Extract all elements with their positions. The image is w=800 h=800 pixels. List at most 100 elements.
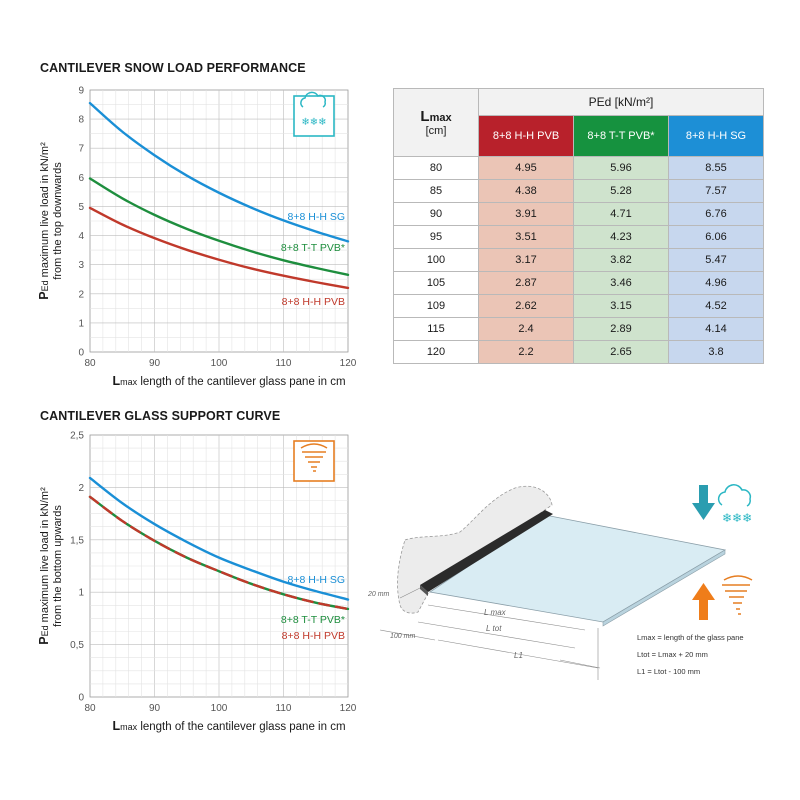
y-axis-label: PEd maximum live load in kN/m² from the t… <box>37 142 64 300</box>
length-cell: 95 <box>393 225 479 249</box>
y-tick-label: 5 <box>78 202 84 213</box>
x-tick-label: 80 <box>84 358 96 369</box>
cantilever-glass-diagram: 20 mm 100 mm L max L tot L1 ❄❄❄ Lmax = l… <box>367 484 753 680</box>
value-cell: 5.96 <box>573 156 669 180</box>
table-row: 85 4.38 5.28 7.57 <box>393 179 764 203</box>
tornado-shape <box>300 443 328 472</box>
x-tick-label: 90 <box>149 358 161 369</box>
y-tick-label: 0 <box>78 693 84 704</box>
arrow-down-icon <box>692 485 715 520</box>
series-label: 8+8 H-H SG <box>288 211 345 223</box>
x-axis-label-sub: max <box>120 377 138 387</box>
dimension-lines <box>379 587 601 680</box>
arrow-up-icon <box>692 583 715 620</box>
ped-group-header: PEd [kN/m²] <box>478 88 764 116</box>
glass-edge <box>602 549 726 627</box>
series-line-0 <box>88 476 350 601</box>
length-header: Lmax [cm] <box>393 88 479 157</box>
series-line-2 <box>88 206 350 290</box>
value-cell: 4.14 <box>668 317 764 341</box>
y-axis-label-rest: maximum live load in kN/m² <box>39 487 51 625</box>
y-axis-label: PEd maximum live load in kN/m² from the b… <box>37 487 64 645</box>
value-cell: 3.46 <box>573 271 669 295</box>
table-row: 95 3.51 4.23 6.06 <box>393 225 764 249</box>
lmax-label: L max <box>484 608 507 617</box>
col-header-hh-pvb: 8+8 H-H PVB <box>478 115 574 157</box>
dim-20mm-label: 20 mm <box>367 591 390 598</box>
length-cell: 105 <box>393 271 479 295</box>
length-cell: 120 <box>393 340 479 364</box>
length-cell: 100 <box>393 248 479 272</box>
snow-chart-title: CANTILEVER SNOW LOAD PERFORMANCE <box>40 61 306 75</box>
tornado-icon <box>293 440 335 482</box>
value-cell: 3.17 <box>478 248 574 272</box>
base-profile <box>420 510 553 592</box>
support-curve-chart: 80 90 100 110 120 0 0,5 1 1,5 2 2,5 8+8 H-H SG 8+8 T… <box>37 431 357 734</box>
value-cell: 4.23 <box>573 225 669 249</box>
y-tick-label: 6 <box>78 173 84 184</box>
icon-frame <box>293 95 335 137</box>
value-cell: 4.96 <box>668 271 764 295</box>
icon-frame <box>293 440 335 482</box>
table-row: 100 3.17 3.82 5.47 <box>393 248 764 272</box>
x-tick-label: 110 <box>276 703 292 714</box>
length-cell: 90 <box>393 202 479 226</box>
value-cell: 2.4 <box>478 317 574 341</box>
value-cell: 4.95 <box>478 156 574 180</box>
svg-text:❄❄❄: ❄❄❄ <box>722 511 752 525</box>
value-cell: 2.62 <box>478 294 574 318</box>
value-cell: 4.71 <box>573 202 669 226</box>
y-axis-label-rest: maximum live load in kN/m² <box>39 142 51 280</box>
value-cell: 4.52 <box>668 294 764 318</box>
base-profile-top <box>420 585 428 596</box>
value-cell: 2.2 <box>478 340 574 364</box>
value-cell: 2.65 <box>573 340 669 364</box>
x-tick-label: 110 <box>276 358 292 369</box>
y-tick-label: 8 <box>78 115 84 126</box>
y-axis-label-line1: PEd maximum live load in kN/m² <box>37 487 51 645</box>
x-tick-label: 120 <box>340 358 357 369</box>
y-tick-label: 2 <box>78 289 84 300</box>
support-chart-title: CANTILEVER GLASS SUPPORT CURVE <box>40 409 281 423</box>
y-tick-label: 9 <box>78 86 84 97</box>
y-tick-label: 2 <box>78 483 84 494</box>
length-header-main: L <box>420 108 430 125</box>
y-axis-label-main: P <box>37 291 51 299</box>
series-label: 8+8 H-H SG <box>288 574 345 586</box>
y-axis-label-line2: from the bottom upwards <box>52 505 64 627</box>
grid-lines <box>90 90 348 352</box>
length-cell: 109 <box>393 294 479 318</box>
x-axis-label-rest: length of the cantilever glass pane in c… <box>137 376 345 388</box>
table-row: 109 2.62 3.15 4.52 <box>393 294 764 318</box>
x-tick-label: 90 <box>149 703 161 714</box>
snowflakes: ❄❄❄ <box>301 117 326 128</box>
length-cell: 85 <box>393 179 479 203</box>
tornado-icon <box>722 575 753 615</box>
y-tick-label: 1,5 <box>70 535 84 546</box>
cloud-shape <box>300 91 326 108</box>
col-header-tt-pvb: 8+8 T-T PVB* <box>573 115 669 157</box>
value-cell: 7.57 <box>668 179 764 203</box>
table-row: 80 4.95 5.96 8.55 <box>393 156 764 180</box>
value-cell: 2.87 <box>478 271 574 295</box>
x-axis-label-main: L <box>112 719 120 733</box>
length-header-unit: [cm] <box>425 125 447 137</box>
legend-line-2: Ltot = Lmax + 20 mm <box>637 650 708 659</box>
table-row: 115 2.4 2.89 4.14 <box>393 317 764 341</box>
series-label: 8+8 T-T PVB* <box>281 242 345 254</box>
y-axis-label-line2: from the top downwards <box>52 162 64 280</box>
series-label: 8+8 H-H PVB <box>282 296 345 308</box>
y-axis-label-sub: Ed <box>40 625 50 636</box>
value-cell: 3.8 <box>668 340 764 364</box>
y-tick-label: 7 <box>78 144 84 155</box>
x-tick-label: 100 <box>211 358 228 369</box>
series-line-0 <box>88 101 350 243</box>
x-tick-label: 100 <box>211 703 228 714</box>
y-axis-label-sub: Ed <box>40 280 50 291</box>
l1-label: L1 <box>514 651 523 660</box>
y-axis-label-line1: PEd maximum live load in kN/m² <box>37 142 51 300</box>
x-tick-label: 80 <box>84 703 96 714</box>
load-table: Lmax [cm] PEd [kN/m²] 8+8 H-H PVB 8+8 T-… <box>393 88 764 364</box>
value-cell: 5.47 <box>668 248 764 272</box>
x-axis-label: Lmax length of the cantilever glass pane… <box>112 719 345 733</box>
